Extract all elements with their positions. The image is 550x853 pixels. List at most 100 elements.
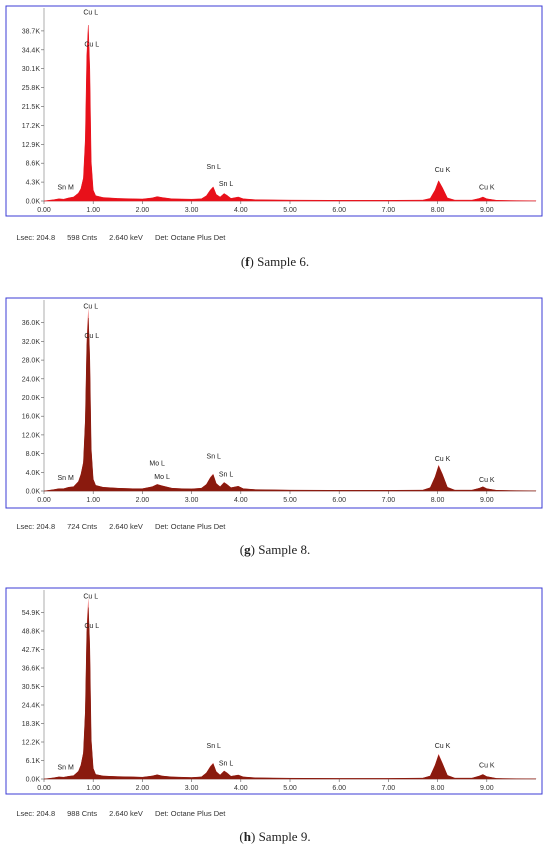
spectrum-chart: 0.0K 4.3K 8.6K 12.9K 17.2K 21.5K 25.8K 30.1K 34.… (5, 5, 543, 217)
spectrum-chart: 0.0K 4.0K 8.0K 12.0K 16.0K 20.0K 24.0K 28.0K 32.… (5, 297, 543, 509)
status-det: Det: Octane Plus Det (154, 522, 226, 531)
y-tick-label: 48.8K (22, 629, 41, 636)
figure-caption: (g) Sample 8. (239, 542, 311, 557)
peak-label: Sn M (57, 475, 74, 482)
x-tick-label: 0.00 (37, 785, 51, 792)
y-tick-label: 12.2K (22, 740, 41, 747)
y-tick-label: 28.0K (22, 358, 41, 365)
y-tick-label: 42.7K (22, 647, 41, 654)
x-tick-label: 7.00 (382, 207, 396, 214)
y-tick-label: 38.7K (22, 28, 41, 35)
spectrum-panel-h: 0.0K 6.1K 12.2K 18.3K 24.4K 30.5K 36.6K 42.7K 48… (0, 580, 550, 853)
x-tick-label: 7.00 (382, 497, 396, 504)
status-lsec: Lsec: 204.8 (16, 809, 56, 818)
y-tick-label: 54.9K (22, 610, 41, 617)
peak-label: Cu L (84, 41, 99, 48)
y-tick-label: 36.0K (22, 320, 41, 327)
x-tick-label: 3.00 (185, 207, 199, 214)
x-tick-label: 6.00 (332, 207, 346, 214)
status-kev: 2.640 keV (109, 522, 143, 531)
peak-label: Sn L (207, 453, 222, 460)
x-tick-label: 8.00 (431, 785, 445, 792)
x-tick-label: 5.00 (283, 785, 297, 792)
x-tick-label: 4.00 (234, 207, 248, 214)
y-tick-label: 12.9K (22, 142, 41, 149)
status-lsec: Lsec: 204.8 (16, 233, 56, 242)
peak-label: Sn M (57, 764, 74, 771)
peak-label: Cu K (435, 743, 451, 750)
x-tick-label: 1.00 (86, 497, 100, 504)
y-tick-label: 24.0K (22, 376, 41, 383)
x-tick-label: 5.00 (283, 207, 297, 214)
caption-text: Sample 9. (258, 829, 311, 844)
y-tick-label: 36.6K (22, 666, 41, 673)
y-tick-label: 6.1K (26, 758, 41, 765)
y-tick-label: 20.0K (22, 395, 41, 402)
panel-label: f (245, 254, 250, 269)
status-kev: 2.640 keV (109, 809, 143, 818)
x-tick-label: 6.00 (332, 785, 346, 792)
x-tick-label: 9.00 (480, 207, 494, 214)
peak-label: Cu L (84, 623, 99, 630)
x-tick-label: 4.00 (234, 497, 248, 504)
peak-label: Sn L (219, 760, 234, 767)
status-lsec: Lsec: 204.8 (16, 522, 56, 531)
x-tick-label: 3.00 (185, 785, 199, 792)
x-tick-label: 2.00 (136, 207, 150, 214)
y-tick-label: 12.0K (22, 432, 41, 439)
caption-text: Sample 6. (257, 254, 310, 269)
peak-label: Cu K (479, 762, 495, 769)
peak-label: Cu L (83, 304, 98, 311)
status-bar: Lsec: 204.8 598 Cnts 2.640 keV Det: Octane … (8, 224, 237, 251)
status-bar: Lsec: 204.8 724 Cnts 2.640 keV Det: Octane … (8, 513, 237, 540)
status-cnts: 724 Cnts (67, 522, 98, 531)
peak-label: Sn L (219, 472, 234, 479)
y-tick-label: 8.0K (26, 451, 41, 458)
x-tick-label: 1.00 (86, 785, 100, 792)
y-tick-label: 16.0K (22, 414, 41, 421)
plot-frame (5, 5, 543, 217)
caption-text: Sample 8. (258, 542, 311, 557)
peak-label: Cu K (435, 456, 451, 463)
status-bar: Lsec: 204.8 988 Cnts 2.640 keV Det: Octane … (8, 800, 237, 827)
x-tick-label: 7.00 (382, 785, 396, 792)
panel-label: h (243, 829, 251, 844)
x-tick-label: 3.00 (185, 497, 199, 504)
x-tick-label: 2.00 (136, 497, 150, 504)
x-tick-label: 2.00 (136, 785, 150, 792)
plot-frame (5, 587, 543, 795)
status-cnts: 598 Cnts (67, 233, 98, 242)
spectrum-chart: 0.0K 6.1K 12.2K 18.3K 24.4K 30.5K 36.6K 42.7K 48… (5, 587, 543, 795)
figure-caption: (h) Sample 9. (239, 829, 311, 844)
y-tick-label: 0.0K (26, 777, 41, 784)
x-tick-label: 8.00 (431, 207, 445, 214)
x-tick-label: 0.00 (37, 497, 51, 504)
peak-label: Sn M (57, 185, 74, 192)
peak-label: Cu K (479, 185, 495, 192)
y-tick-label: 0.0K (26, 489, 41, 496)
y-tick-label: 0.0K (26, 199, 41, 206)
y-tick-label: 17.2K (22, 123, 41, 130)
x-tick-label: 1.00 (86, 207, 100, 214)
y-tick-label: 8.6K (26, 161, 41, 168)
spectrum-panel-f: 0.0K 4.3K 8.6K 12.9K 17.2K 21.5K 25.8K 30.1K 34.… (0, 0, 550, 290)
y-tick-label: 24.4K (22, 703, 41, 710)
x-tick-label: 5.00 (283, 497, 297, 504)
spectrum-area (43, 607, 537, 780)
spectrum-area (43, 25, 537, 202)
peak-label: Sn L (219, 181, 234, 188)
y-tick-label: 25.8K (22, 85, 41, 92)
x-tick-label: 6.00 (332, 497, 346, 504)
peak-label: Mo L (149, 460, 165, 467)
peak-label: Sn L (207, 743, 222, 750)
spectrum-area (43, 317, 537, 492)
panel-label: g (244, 542, 251, 557)
status-det: Det: Octane Plus Det (154, 233, 226, 242)
peak-label: Sn L (207, 164, 222, 171)
y-tick-label: 30.1K (22, 66, 41, 73)
x-tick-label: 9.00 (480, 785, 494, 792)
peak-label: Cu L (83, 10, 98, 17)
status-cnts: 988 Cnts (67, 809, 98, 818)
status-kev: 2.640 keV (109, 233, 143, 242)
y-tick-label: 18.3K (22, 721, 41, 728)
